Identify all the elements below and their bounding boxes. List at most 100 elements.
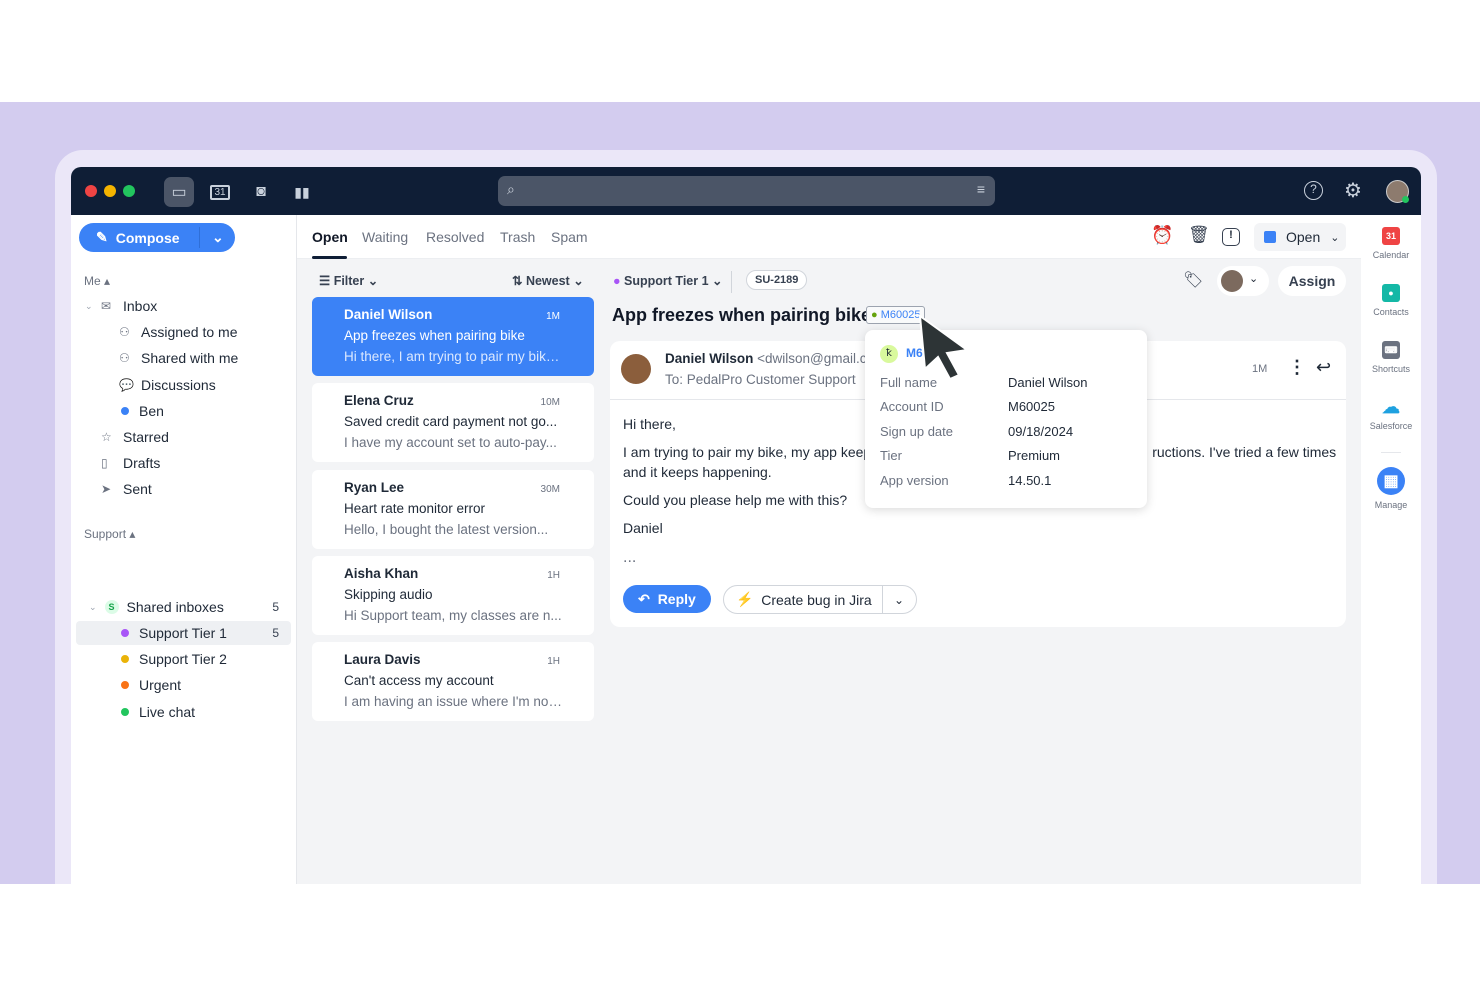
label: Ben <box>139 402 164 419</box>
tab-resolved[interactable]: Resolved <box>426 229 485 245</box>
info-label: Tier <box>880 448 902 464</box>
sidebar-item-support-tier-1[interactable]: Support Tier 1 5 <box>76 621 291 645</box>
color-dot <box>121 406 129 415</box>
color-dot <box>121 707 129 716</box>
support-section-header[interactable]: Support ▴ <box>84 527 136 541</box>
search-input[interactable]: ⌕ ≡ <box>498 176 995 206</box>
subject: Skipping audio <box>344 586 433 602</box>
sender-name: Daniel Wilson <box>344 307 433 322</box>
sidebar-item-shared-inboxes[interactable]: ⌄ S Shared inboxes 5 <box>89 599 279 615</box>
message-body: Hi there, I am trying to pair my bike, m… <box>623 416 1337 536</box>
contacts-icon: ● <box>1382 284 1400 302</box>
info-row: Tier Premium <box>880 448 1140 463</box>
sidebar-item-support-tier-2[interactable]: Support Tier 2 <box>76 647 291 671</box>
sidebar-item-urgent[interactable]: Urgent <box>76 673 291 697</box>
tab-spam[interactable]: Spam <box>551 229 588 245</box>
inbox-selector[interactable]: ● Support Tier 1 ⌄ <box>613 274 723 288</box>
assignee-dropdown[interactable]: ⌄ <box>1217 266 1269 296</box>
help-icon[interactable]: ? <box>1304 181 1323 200</box>
info-label: Full name <box>880 375 938 390</box>
snooze-icon[interactable]: ⏰ <box>1151 225 1174 245</box>
label: Live chat <box>139 703 196 720</box>
label: Sent <box>123 481 152 498</box>
info-value: Premium <box>1008 448 1061 464</box>
info-label: Account ID <box>880 399 944 415</box>
spam-icon[interactable]: ! <box>1222 228 1240 246</box>
create-jira-bug-button[interactable]: ⚡ Create bug in Jira ⌄ <box>723 585 917 614</box>
sidebar-item-discussions[interactable]: 💬 Discussions <box>71 373 291 397</box>
rail-item-manage[interactable]: ▦ Manage <box>1361 467 1421 510</box>
draft-icon: ▯ <box>101 456 108 471</box>
info-row: Account ID M60025 <box>880 399 1140 414</box>
compose-dropdown-icon[interactable]: ⌄ <box>212 229 224 245</box>
rail-item-calendar[interactable]: 31 Calendar <box>1361 227 1421 260</box>
sidebar-item-drafts[interactable]: ▯ Drafts <box>71 451 291 475</box>
tag-icon[interactable]: 🏷 <box>1183 272 1204 289</box>
active-tab-indicator <box>312 256 347 259</box>
conversation-list-item[interactable]: Daniel Wilson 1M App freezes when pairing … <box>312 297 594 376</box>
sidebar-item-starred[interactable]: ☆ Starred <box>71 425 291 449</box>
show-more[interactable]: ... <box>623 549 637 566</box>
more-options-icon[interactable]: ⋮ <box>1288 357 1306 377</box>
reply-icon[interactable]: ↩ <box>1316 357 1332 377</box>
info-value: M60025 <box>1008 399 1055 415</box>
inbox-icon[interactable]: ▭ <box>164 177 194 207</box>
filter-icon[interactable]: ≡ <box>976 181 985 197</box>
sort-button[interactable]: ⇅ Newest ⌄ <box>512 274 584 288</box>
sidebar-item-sent[interactable]: ➤ Sent <box>71 477 291 501</box>
jira-dropdown-icon[interactable]: ⌄ <box>894 592 905 607</box>
calendar-icon[interactable]: 31 <box>205 177 235 207</box>
analytics-icon[interactable]: ▮▮ <box>294 183 310 200</box>
info-value: 14.50.1 <box>1008 472 1052 488</box>
customer-info-popup: ꝁ M6 Full name Daniel Wilson Account ID M60… <box>865 330 1147 508</box>
rail-item-salesforce[interactable]: ☁ Salesforce <box>1361 396 1421 432</box>
assignee-avatar <box>1221 270 1243 292</box>
tab-trash[interactable]: Trash <box>500 229 536 245</box>
rail-item-contacts[interactable]: ● Contacts <box>1361 284 1421 317</box>
minimize-window-button[interactable] <box>104 185 116 197</box>
time: 30M <box>540 483 560 495</box>
close-window-button[interactable] <box>85 185 97 197</box>
maximize-window-button[interactable] <box>123 185 135 197</box>
sidebar-item-assigned-to-me[interactable]: ⚇ Assigned to me <box>71 320 291 344</box>
me-section-header[interactable]: Me ▴ <box>84 274 111 288</box>
label: Discussions <box>141 376 216 393</box>
conversation-list-item[interactable]: Elena Cruz 10M Saved credit card payment n… <box>312 383 594 463</box>
label: Shared inboxes <box>126 599 224 615</box>
conversation-list-item[interactable]: Aisha Khan 1H Skipping audio Hi Support tea… <box>312 555 594 635</box>
rail-item-shortcuts[interactable]: ⌨ Shortcuts <box>1361 341 1421 374</box>
calendar-day: 31 <box>210 184 230 200</box>
contacts-icon[interactable]: ◙ <box>256 183 266 200</box>
reply-button[interactable]: ↶ Reply <box>623 585 711 613</box>
compose-button[interactable]: ✎ Compose ⌄ <box>79 223 235 252</box>
settings-icon[interactable]: ⚙ <box>1344 180 1362 202</box>
tab-open[interactable]: Open <box>312 229 348 245</box>
preview: Hello, I bought the latest version... <box>344 521 549 537</box>
subject: Saved credit card payment not go... <box>344 414 558 430</box>
popup-account-id[interactable]: M6 <box>906 346 923 360</box>
avatar[interactable] <box>1386 180 1409 203</box>
conversation-title: App freezes when pairing bike <box>612 305 872 325</box>
conversation-list-item[interactable]: Ryan Lee 30M Heart rate monitor error Hello… <box>312 469 594 549</box>
preview: Hi Support team, my classes are n... <box>344 607 562 623</box>
trash-icon[interactable]: 🗑 <box>1188 225 1210 244</box>
divider <box>1381 452 1401 453</box>
status-dropdown[interactable]: Open ⌄ <box>1254 223 1346 251</box>
sidebar-item-live-chat[interactable]: Live chat <box>76 700 291 724</box>
ticket-id-badge[interactable]: SU-2189 <box>746 270 808 290</box>
status-label: Open <box>1286 229 1321 245</box>
sidebar-item-ben[interactable]: Ben <box>71 399 291 423</box>
sidebar-item-inbox[interactable]: ⌄ ✉ Inbox <box>85 298 158 314</box>
info-value: 09/18/2024 <box>1008 423 1074 439</box>
tab-waiting[interactable]: Waiting <box>362 229 409 245</box>
app-window: ▭ 31 ◙ ▮▮ ⌕ ≡ ? ⚙ ✎ Compose ⌄ Me ▴ ⌄ ✉ Inb… <box>71 167 1421 884</box>
assign-button[interactable]: Assign <box>1278 266 1346 296</box>
salesforce-icon: ☁ <box>1382 396 1400 417</box>
count: 5 <box>272 626 279 640</box>
account-chip[interactable]: ● M60025 <box>866 306 926 324</box>
conversation-list-item[interactable]: Laura Davis 1H Can't access my account I am… <box>312 642 594 722</box>
filter-button[interactable]: ☰ Filter ⌄ <box>319 274 379 288</box>
calendar-icon: 31 <box>1382 227 1400 245</box>
sidebar-item-shared-with-me[interactable]: ⚇ Shared with me <box>71 346 291 370</box>
label: Drafts <box>123 455 161 472</box>
